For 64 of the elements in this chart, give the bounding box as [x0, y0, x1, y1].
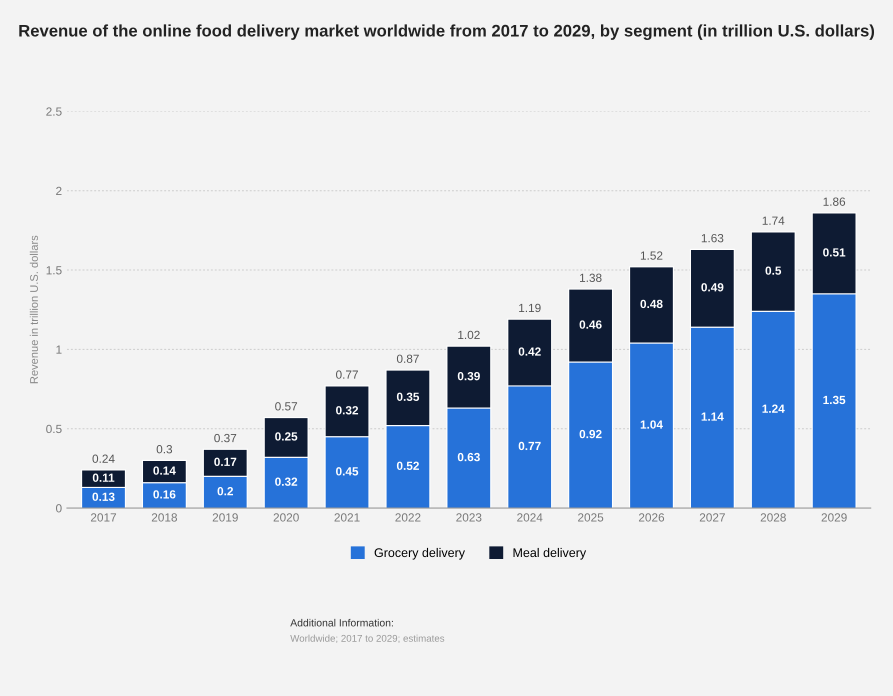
y-tick-label: 1 [56, 346, 62, 354]
legend-label: Meal delivery [514, 548, 586, 560]
y-tick-label: 1.5 [46, 266, 62, 274]
x-tick-label: 2024 [517, 513, 542, 522]
x-tick-label: 2029 [822, 513, 847, 522]
data-label: 1.24 [762, 404, 785, 413]
total-label: 1.38 [580, 274, 602, 282]
data-label: 1.35 [823, 396, 846, 404]
chart-title: Revenue of the online food delivery market worldwide from 2017 to 2029, by segment (in trillion U.S. dollars) [19, 24, 874, 40]
y-tick-label: 0 [56, 504, 62, 512]
data-label: 0.63 [458, 452, 480, 462]
text: Additional Information: [290, 618, 393, 627]
data-label: 0.5 [766, 266, 782, 275]
total-label: 1.52 [640, 251, 662, 260]
total-label: 1.74 [762, 216, 784, 225]
data-label: 0.25 [275, 432, 298, 441]
data-label: 0.77 [518, 442, 541, 450]
text: Worldwide; 2017 to 2029; estimates [290, 634, 444, 643]
total-label: 1.86 [824, 197, 846, 206]
y-tick-label: 2 [56, 186, 62, 195]
legend-label: Grocery delivery [374, 548, 465, 560]
data-label: 0.48 [640, 300, 663, 308]
data-label: 0.92 [580, 430, 602, 438]
total-label: 0.87 [396, 354, 419, 363]
data-label: 0.14 [153, 466, 176, 475]
total-label: 1.19 [519, 304, 541, 312]
total-label: 0.24 [92, 454, 115, 463]
x-tick-label: 2022 [395, 513, 420, 522]
data-label: 0.45 [336, 467, 358, 476]
x-tick-label: 2019 [212, 513, 238, 522]
data-label: 0.11 [92, 474, 114, 482]
total-label: 1.63 [702, 234, 724, 242]
x-tick-label: 2025 [578, 513, 604, 522]
x-tick-label: 2021 [334, 513, 360, 522]
data-label: 0.32 [275, 478, 298, 486]
x-tick-label: 2018 [152, 513, 178, 522]
total-label: 0.57 [275, 402, 298, 411]
data-label: 0.46 [580, 320, 602, 329]
x-tick-label: 2023 [456, 513, 482, 522]
data-label: 0.32 [336, 406, 358, 414]
data-label: 0.51 [823, 248, 846, 257]
total-label: 0.37 [214, 434, 236, 442]
x-tick-label: 2020 [274, 513, 299, 522]
total-label: 1.02 [458, 330, 480, 340]
data-label: 1.14 [702, 412, 724, 421]
x-tick-label: 2017 [90, 513, 116, 522]
data-label: 0.42 [518, 347, 541, 356]
data-label: 0.39 [458, 372, 480, 380]
data-label: 1.04 [640, 420, 663, 429]
y-tick-label: 0.5 [46, 424, 62, 434]
data-label: 0.52 [396, 462, 419, 470]
x-tick-label: 2026 [638, 513, 664, 522]
data-label: 0.17 [214, 458, 236, 466]
data-label: 0.2 [218, 487, 234, 496]
x-tick-label: 2028 [760, 513, 786, 522]
data-label: 0.16 [153, 490, 176, 499]
total-label: 0.3 [156, 445, 172, 454]
data-label: 0.49 [701, 283, 724, 292]
data-label: 0.35 [396, 392, 420, 401]
x-tick-label: 2027 [700, 513, 725, 522]
y-axis-title: Revenue in trillion U.S. dollars [30, 236, 38, 384]
data-label: 0.13 [92, 492, 115, 501]
total-label: 0.77 [336, 370, 358, 379]
y-tick-label: 2.5 [46, 107, 62, 116]
